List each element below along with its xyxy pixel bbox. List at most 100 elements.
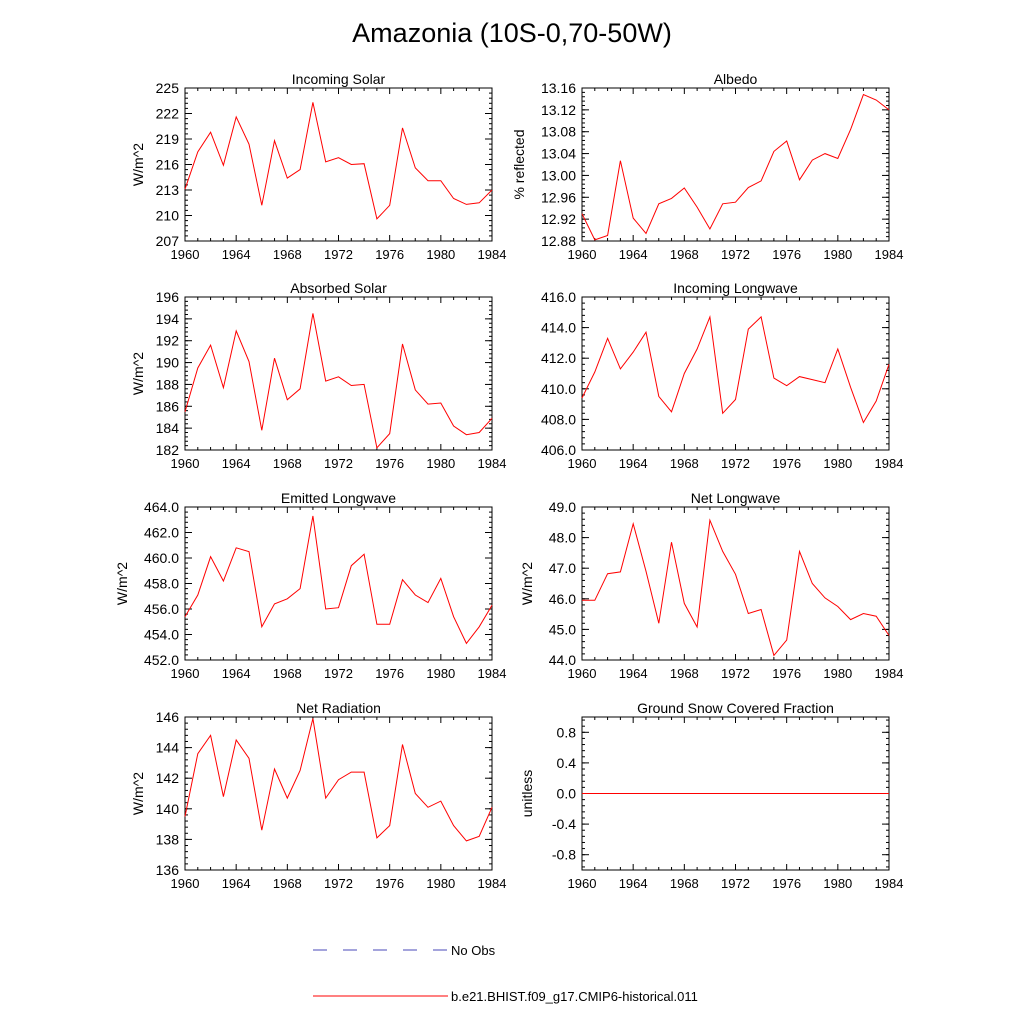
x-tick-label: 1964 xyxy=(222,666,251,681)
panel-title: Ground Snow Covered Fraction xyxy=(637,700,834,716)
legend-obs-label: No Obs xyxy=(451,943,496,958)
y-tick-label: 49.0 xyxy=(549,499,576,515)
x-tick-label: 1968 xyxy=(670,876,699,891)
series-line xyxy=(184,718,493,842)
figure-title: Amazonia (10S-0,70-50W) xyxy=(352,18,672,48)
y-tick-label: 464.0 xyxy=(144,499,179,515)
y-tick-label: 186 xyxy=(156,398,180,414)
y-tick-label: 13.04 xyxy=(541,146,576,162)
panel-incoming-longwave: 1960 1964 1968 1972 1976 1980 1984 406.0 408.0 41… xyxy=(541,280,904,471)
x-tick-label: 1980 xyxy=(426,456,455,471)
panel-net-radiation: 1960 1964 1968 1972 1976 1980 1984 136 138 140 142… xyxy=(130,700,506,891)
plot-frame xyxy=(581,296,890,451)
y-tick-label: 416.0 xyxy=(541,289,576,305)
x-tick-label: 1980 xyxy=(426,247,455,262)
series-line xyxy=(184,102,493,220)
y-tick-label: 13.12 xyxy=(541,102,576,118)
x-tick-label: 1984 xyxy=(478,456,507,471)
plot-frame xyxy=(184,296,493,451)
x-tick-label: 1964 xyxy=(619,456,648,471)
x-tick-label: 1964 xyxy=(619,876,648,891)
x-tick-label: 1960 xyxy=(568,247,597,262)
y-tick-label: 47.0 xyxy=(549,560,576,576)
y-tick-label: 146 xyxy=(156,709,180,725)
y-tick-label: 13.08 xyxy=(541,124,576,140)
x-tick-label: 1964 xyxy=(619,247,648,262)
x-tick-label: 1968 xyxy=(273,456,302,471)
series-line xyxy=(581,314,890,424)
x-tick-label: 1984 xyxy=(478,247,507,262)
panel-incoming-solar: 1960 1964 1968 1972 1976 1980 1984 207 210 213 216… xyxy=(130,71,506,262)
legend-model-label: b.e21.BHIST.f09_g17.CMIP6-historical.011 xyxy=(451,989,698,1004)
y-tick-label: -0.4 xyxy=(552,816,576,832)
x-tick-label: 1976 xyxy=(375,247,404,262)
x-tick-label: 1972 xyxy=(324,247,353,262)
y-tick-label: 222 xyxy=(156,106,180,122)
y-tick-label: 460.0 xyxy=(144,550,179,566)
series-line xyxy=(582,518,890,657)
y-tick-label: 144 xyxy=(156,740,180,756)
y-tick-label: 190 xyxy=(156,355,180,371)
y-axis-label: W/m^2 xyxy=(114,562,130,605)
y-tick-label: 452.0 xyxy=(144,652,179,668)
panel-grid: 1960 1964 1968 1972 1976 1980 1984 207 210 213 216… xyxy=(114,71,903,891)
y-axis-label: W/m^2 xyxy=(519,562,535,605)
series-line xyxy=(581,93,890,241)
x-tick-label: 1976 xyxy=(772,666,801,681)
y-tick-label: 225 xyxy=(156,80,180,96)
x-tick-label: 1968 xyxy=(670,456,699,471)
x-tick-label: 1984 xyxy=(478,876,507,891)
y-tick-label: 213 xyxy=(156,182,180,198)
y-tick-label: 136 xyxy=(156,862,180,878)
y-tick-label: 406.0 xyxy=(541,442,576,458)
series-line xyxy=(184,313,493,449)
y-tick-label: 188 xyxy=(156,376,180,392)
x-tick-label: 1984 xyxy=(875,666,904,681)
x-tick-label: 1960 xyxy=(171,666,200,681)
y-axis-label: W/m^2 xyxy=(130,352,146,395)
x-tick-label: 1972 xyxy=(721,456,750,471)
x-tick-label: 1980 xyxy=(823,247,852,262)
x-tick-label: 1972 xyxy=(721,876,750,891)
x-tick-label: 1984 xyxy=(478,666,507,681)
y-tick-label: 0.0 xyxy=(557,786,577,802)
plot-frame xyxy=(581,87,890,242)
y-tick-label: 138 xyxy=(156,831,180,847)
y-tick-label: 210 xyxy=(156,208,180,224)
panel-title: Net Longwave xyxy=(691,490,781,506)
x-tick-label: 1972 xyxy=(324,666,353,681)
panel-albedo: 1960 1964 1968 1972 1976 1980 1984 12.88 12.92 12… xyxy=(511,71,903,262)
panel-emitted-longwave: 1960 1964 1968 1972 1976 1980 1984 452.0 454.0 45… xyxy=(114,490,506,681)
x-tick-label: 1960 xyxy=(568,876,597,891)
y-tick-label: 458.0 xyxy=(144,576,179,592)
x-tick-label: 1964 xyxy=(222,456,251,471)
y-tick-label: 48.0 xyxy=(549,530,576,546)
y-tick-label: 46.0 xyxy=(549,591,576,607)
y-tick-label: 408.0 xyxy=(541,411,576,427)
y-tick-label: 194 xyxy=(156,311,180,327)
legend: No Obs b.e21.BHIST.f09_g17.CMIP6-histori… xyxy=(313,943,698,1004)
y-tick-label: 462.0 xyxy=(144,525,179,541)
y-tick-label: 184 xyxy=(156,420,180,436)
y-tick-label: 45.0 xyxy=(549,621,576,637)
x-tick-label: 1980 xyxy=(823,876,852,891)
y-axis-label: unitless xyxy=(519,770,535,817)
plot-frame xyxy=(184,716,493,871)
panel-title: Incoming Solar xyxy=(292,71,386,87)
x-tick-label: 1960 xyxy=(171,247,200,262)
x-tick-label: 1984 xyxy=(875,876,904,891)
plot-frame xyxy=(184,506,493,661)
panel-title: Net Radiation xyxy=(296,700,381,716)
y-tick-label: -0.8 xyxy=(552,847,576,863)
x-tick-label: 1960 xyxy=(171,456,200,471)
x-tick-label: 1980 xyxy=(426,666,455,681)
panel-absorbed-solar: 1960 1964 1968 1972 1976 1980 1984 182 184 186 188… xyxy=(130,280,506,471)
y-tick-label: 456.0 xyxy=(144,601,179,617)
x-tick-label: 1964 xyxy=(619,666,648,681)
x-tick-label: 1972 xyxy=(324,456,353,471)
x-tick-label: 1964 xyxy=(222,876,251,891)
x-tick-label: 1980 xyxy=(823,666,852,681)
x-tick-label: 1968 xyxy=(273,666,302,681)
x-tick-label: 1960 xyxy=(568,456,597,471)
x-tick-label: 1968 xyxy=(273,876,302,891)
